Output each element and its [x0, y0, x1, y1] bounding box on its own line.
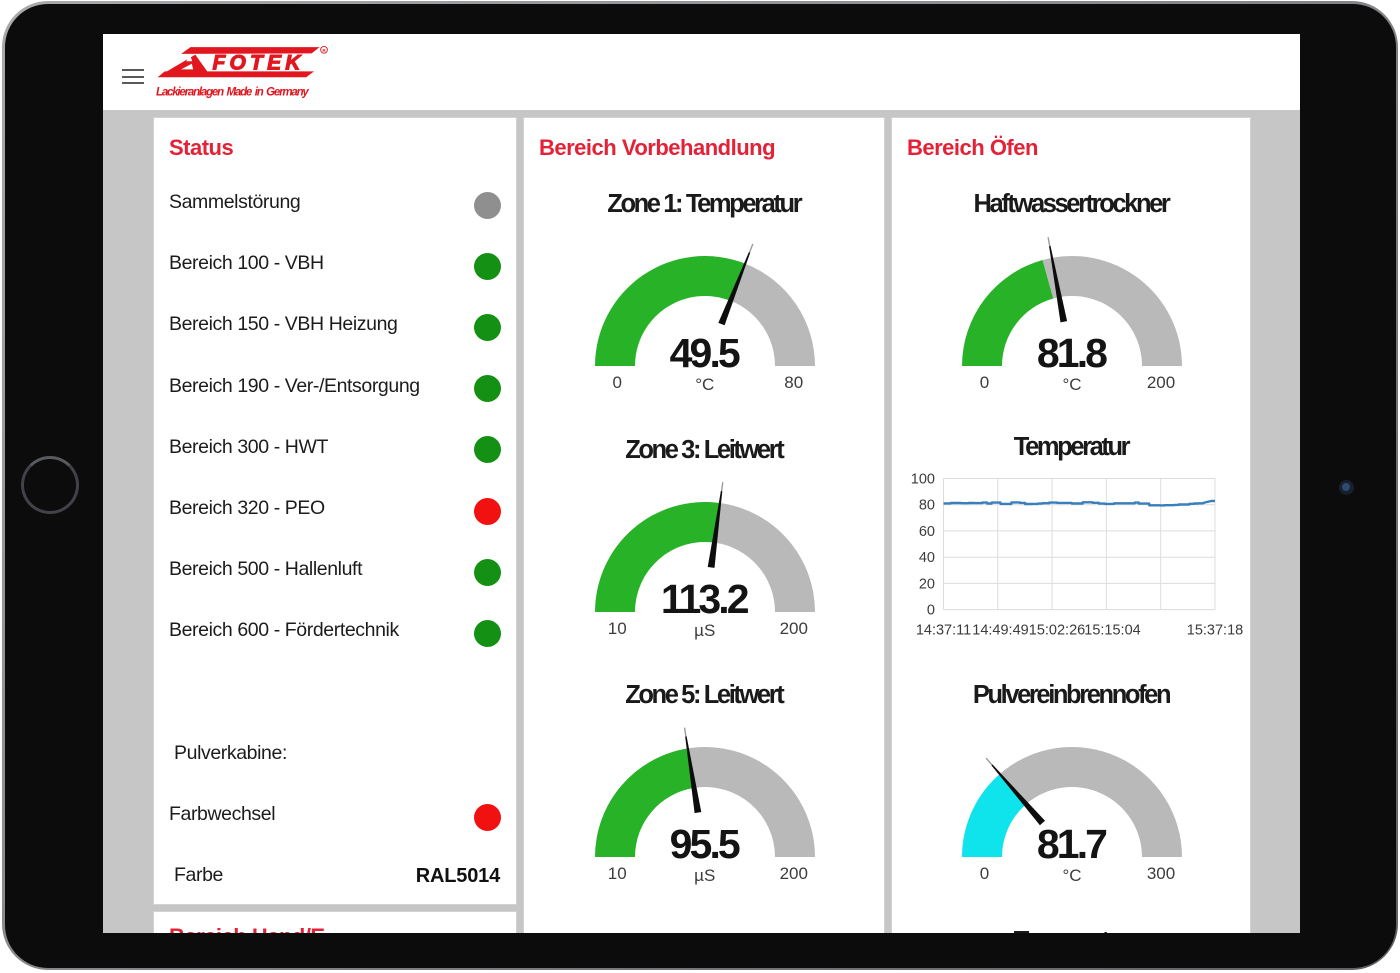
svg-text:40: 40 — [919, 550, 935, 566]
svg-text:15:15:04: 15:15:04 — [1084, 623, 1140, 639]
svg-text:R: R — [322, 48, 326, 53]
svg-text:20: 20 — [919, 576, 935, 592]
svg-text:80: 80 — [919, 498, 935, 514]
svg-text:15:02:26: 15:02:26 — [1029, 623, 1085, 639]
svg-text:14:37:11: 14:37:11 — [916, 623, 971, 639]
svg-text:15:37:18: 15:37:18 — [1187, 623, 1243, 639]
svg-text:0: 0 — [927, 603, 935, 619]
svg-text:FOTEK: FOTEK — [212, 52, 304, 75]
svg-text:100: 100 — [911, 472, 935, 488]
svg-text:Lackieranlagen Made in Germany: Lackieranlagen Made in Germany — [156, 87, 309, 99]
svg-text:14:49:49: 14:49:49 — [972, 623, 1028, 639]
svg-text:60: 60 — [919, 524, 935, 540]
